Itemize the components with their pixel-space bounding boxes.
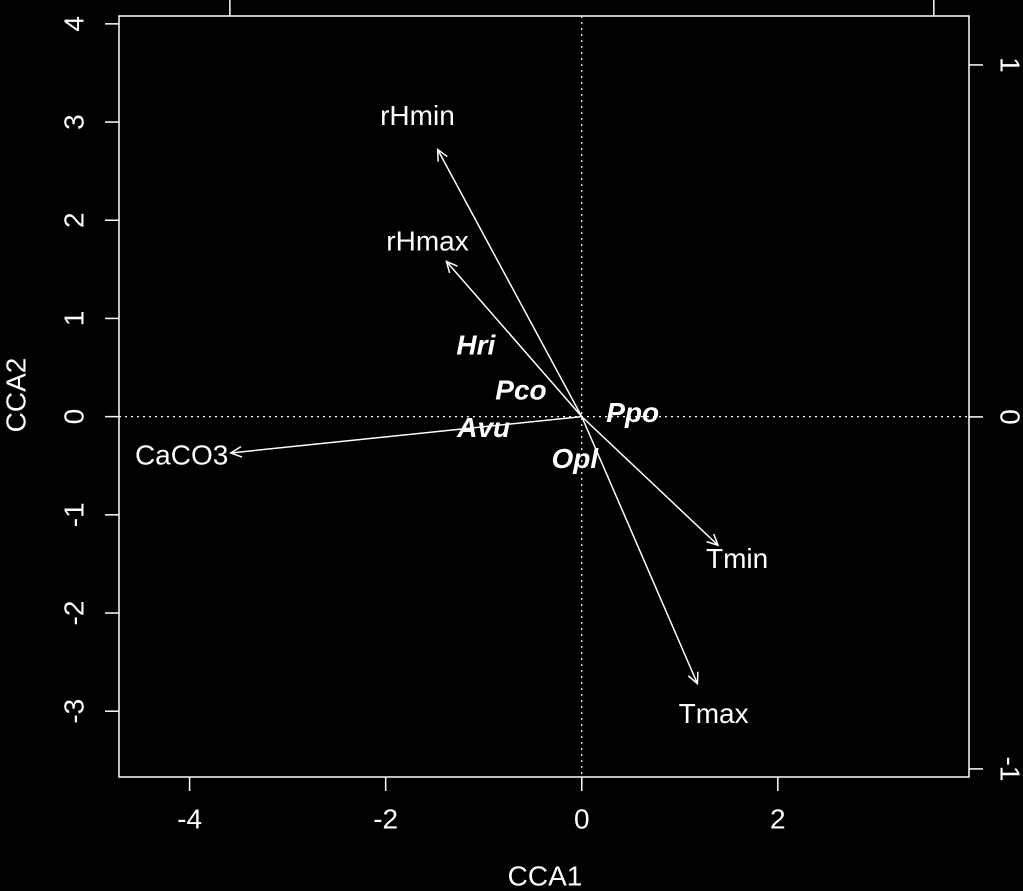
x-tick-label: 0 [574,803,590,834]
y2-tick-label: -1 [995,756,1023,781]
arrow [581,416,720,547]
y-tick-label: 4 [58,16,89,32]
species-label: Opl [552,443,600,474]
y-tick-label: -2 [58,601,89,626]
arrow [229,415,582,458]
arrow [445,260,583,418]
arrow-label: Tmax [679,698,749,729]
y-tick-label: -1 [58,502,89,527]
x-tick-label: 2 [770,803,786,834]
x-tick-label: -2 [373,803,398,834]
species-label: Pco [495,374,546,405]
x-tick-label: -4 [177,803,202,834]
y-tick-label: -3 [58,699,89,724]
arrow-label: rHmax [386,225,468,256]
y2-tick-label: 1 [995,57,1023,73]
y-tick-label: 0 [58,409,89,425]
species-label: Hri [456,329,496,360]
species-label: Avu [456,412,510,443]
arrow [436,148,583,417]
y2-tick-label: 0 [995,409,1023,425]
x-axis-title: CCA1 [508,860,583,891]
y-tick-label: 1 [58,311,89,327]
y-tick-label: 2 [58,212,89,228]
arrow-label: CaCO3 [135,440,228,471]
arrow-label: rHmin [380,100,455,131]
arrow [581,416,699,686]
arrow-label: Tmin [706,543,768,574]
y-tick-label: 3 [58,114,89,130]
plot-box [118,15,970,778]
species-label: Ppo [606,397,659,428]
y-axis-title: CCA2 [0,358,31,433]
